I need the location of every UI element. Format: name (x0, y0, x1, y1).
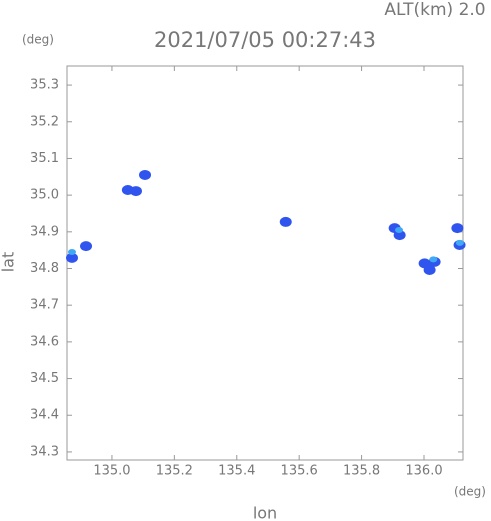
echo (423, 264, 436, 275)
y-tick-label: 35.3 (30, 78, 59, 93)
x-axis-label: lon (253, 504, 277, 521)
echo (67, 248, 76, 255)
x-tick-label: 136.0 (405, 464, 442, 479)
echo (451, 223, 464, 234)
header: ALT(km) 2.0 (384, 0, 485, 20)
y-tick-label: 35.2 (30, 114, 59, 129)
x-tick-label: 135.8 (343, 464, 380, 479)
echo (279, 216, 292, 227)
echo (393, 230, 406, 241)
echo (395, 226, 404, 233)
echo (129, 186, 142, 197)
y-tick-label: 35.1 (30, 151, 59, 166)
x-tick-label: 135.6 (281, 464, 318, 479)
echo (429, 256, 438, 263)
y-tick-label: 34.7 (30, 298, 59, 313)
x-tick-label: 135.0 (93, 464, 130, 479)
y-tick-label: 34.9 (30, 224, 59, 239)
echo (65, 252, 78, 263)
echo (139, 169, 152, 180)
chart-title: 2021/07/05 00:27:43 (154, 28, 376, 52)
y-axis-label: lat (0, 252, 18, 273)
y-tick-label: 34.5 (30, 371, 59, 386)
y-tick-label: 34.4 (30, 408, 59, 423)
echo (80, 241, 93, 252)
plot-frame (66, 65, 464, 461)
x-unit: (deg) (454, 485, 486, 499)
y-unit: (deg) (22, 33, 54, 47)
x-tick-label: 135.4 (218, 464, 255, 479)
y-tick-label: 34.3 (30, 444, 59, 459)
y-tick-label: 34.8 (30, 261, 59, 276)
y-tick-label: 35.0 (30, 188, 59, 203)
echo (455, 239, 464, 246)
y-tick-label: 34.6 (30, 334, 59, 349)
x-tick-label: 135.2 (156, 464, 193, 479)
